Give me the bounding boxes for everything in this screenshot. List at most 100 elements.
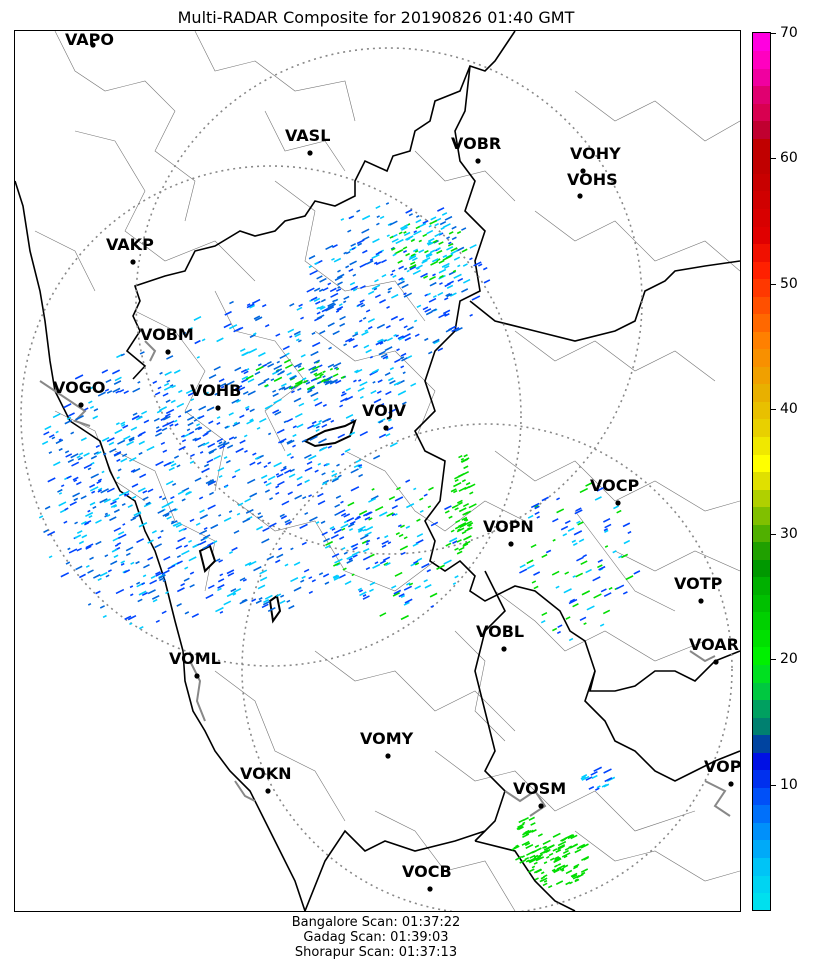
echo-mark [357, 387, 365, 392]
station-vobl[interactable]: VOBL [476, 622, 524, 652]
echo-mark [540, 877, 548, 882]
station-vopc[interactable]: VOPC [704, 757, 740, 787]
echo-mark [113, 554, 119, 559]
colorbar-tick-label: 50 [780, 275, 798, 292]
echo-mark [51, 436, 56, 440]
station-vohs[interactable]: VOHS [567, 170, 618, 199]
echo-mark [314, 469, 319, 473]
echo-mark [254, 371, 261, 376]
echo-mark [442, 264, 446, 268]
station-voar[interactable]: VOAR [689, 635, 739, 665]
echo-mark [340, 392, 347, 397]
echo-mark [284, 519, 291, 524]
echo-mark [322, 375, 326, 378]
echo-mark [300, 579, 305, 583]
echo-mark [362, 528, 367, 532]
echo-mark [473, 261, 482, 267]
echo-mark [185, 491, 191, 495]
echo-mark [553, 857, 562, 864]
echo-mark [243, 434, 248, 438]
echo-mark [272, 389, 277, 393]
echo-mark [468, 503, 477, 509]
echo-mark [333, 575, 340, 580]
echo-mark [535, 856, 545, 862]
station-vopn[interactable]: VOPN [483, 517, 534, 547]
station-dot [580, 168, 586, 174]
colorbar-segment [753, 225, 770, 245]
echo-mark [390, 315, 399, 321]
echo-mark [142, 490, 148, 494]
echo-mark [331, 553, 340, 558]
echo-mark [125, 546, 134, 552]
echo-mark [365, 566, 371, 571]
echo-mark [518, 819, 525, 824]
echo-mark [391, 247, 396, 251]
echo-mark [528, 868, 535, 873]
echo-mark [368, 497, 377, 503]
echo-mark [313, 422, 322, 428]
echo-mark [446, 280, 455, 286]
station-vojv[interactable]: VOJV [362, 401, 407, 431]
echo-mark [261, 303, 267, 308]
echo-mark [371, 284, 381, 290]
echo-mark [385, 390, 392, 396]
station-vogo[interactable]: VOGO [53, 378, 105, 408]
colorbar-segment [753, 611, 770, 630]
echo-mark [565, 869, 573, 875]
echo-mark [333, 257, 342, 263]
station-vocb[interactable]: VOCB [402, 862, 452, 892]
echo-mark [120, 421, 126, 426]
echo-mark [65, 453, 73, 458]
echo-mark [166, 355, 174, 360]
echo-mark [350, 242, 357, 247]
station-vokn[interactable]: VOKN [240, 764, 292, 794]
echo-mark [402, 333, 411, 339]
station-votp[interactable]: VOTP [674, 574, 723, 604]
station-vobm[interactable]: VOBM [140, 325, 194, 355]
echo-mark [556, 497, 560, 501]
echo-mark [136, 538, 145, 544]
echo-mark [273, 376, 283, 382]
station-vomy[interactable]: VOMY [360, 729, 414, 759]
echo-mark [436, 249, 443, 255]
station-voml[interactable]: VOML [169, 649, 221, 679]
echo-mark [275, 333, 281, 337]
echo-mark [462, 543, 469, 548]
echo-mark [337, 433, 346, 439]
echo-mark [323, 537, 330, 543]
echo-mark [203, 527, 208, 531]
station-vobr[interactable]: VOBR [451, 134, 501, 164]
echo-mark [421, 259, 428, 264]
station-vohy[interactable]: VOHY [570, 144, 621, 174]
colorbar-segment [753, 594, 770, 613]
station-vasl[interactable]: VASL [285, 126, 330, 156]
station-vosm[interactable]: VOSM [513, 779, 566, 809]
echo-mark [336, 273, 345, 279]
echo-mark [461, 248, 468, 253]
echo-mark [103, 498, 111, 504]
echo-mark [253, 566, 262, 572]
echo-mark [403, 325, 408, 329]
echo-mark [97, 577, 102, 581]
echo-mark [415, 539, 424, 545]
station-vapo[interactable]: VAPO [65, 31, 114, 49]
echo-mark [401, 401, 407, 405]
echo-mark [613, 505, 620, 510]
echo-mark [343, 343, 347, 347]
echo-mark [272, 392, 279, 397]
echo-mark [348, 268, 354, 273]
echo-mark [340, 523, 349, 529]
echo-mark [199, 451, 204, 454]
echo-mark [556, 630, 561, 634]
station-vocp[interactable]: VOCP [590, 476, 639, 506]
station-vohb[interactable]: VOHB [190, 381, 241, 411]
radar-map[interactable]: VAPO VASL VOBR VOHY VOHS VAKP VOBM VOGO VOHB VOJV… [14, 30, 741, 912]
echo-mark [137, 487, 146, 493]
echo-mark [113, 451, 122, 457]
echo-mark [552, 848, 558, 852]
echo-mark [561, 852, 571, 858]
echo-mark [216, 337, 224, 343]
echo-mark [171, 520, 175, 524]
colorbar-segment [753, 699, 770, 718]
station-vakp[interactable]: VAKP [106, 235, 154, 265]
